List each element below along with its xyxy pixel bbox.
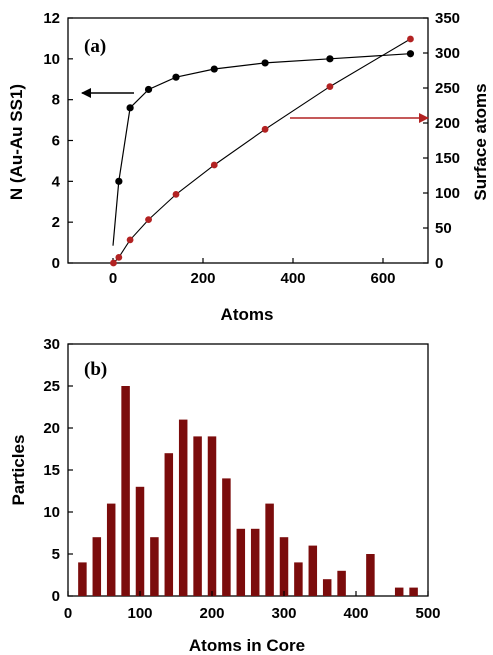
bar — [265, 504, 274, 596]
y-tick-label: 10 — [43, 504, 60, 521]
chart-b-y-label: Particles — [9, 435, 28, 506]
series-2-point — [407, 36, 414, 43]
bar — [179, 420, 188, 596]
y2-tick-label: 200 — [435, 115, 460, 132]
series-2-point — [262, 126, 269, 133]
y2-tick-label: 100 — [435, 185, 460, 202]
x-tick-label: 300 — [271, 605, 296, 622]
y-tick-label: 15 — [43, 462, 60, 479]
series-2-point — [127, 237, 134, 244]
chart-a: 0 2 4 6 8 10 12 0 50 100 150 200 250 300 350 0 200 400 6… — [7, 10, 490, 324]
bar — [294, 562, 303, 596]
chart-b-panel-label: (b) — [84, 359, 107, 380]
series-1-point — [127, 104, 134, 111]
y-tick-label: 30 — [43, 336, 60, 353]
series-1-point — [262, 59, 269, 66]
series-2-point — [115, 254, 122, 261]
x-tick-label: 200 — [190, 270, 215, 287]
bar — [222, 478, 231, 596]
series-1-line — [113, 54, 410, 246]
chart-b: 0 5 10 15 20 25 30 0 100 200 300 400 500 (b) Atoms … — [9, 336, 441, 655]
bar — [237, 529, 246, 596]
series-2-point — [211, 162, 218, 169]
bar — [337, 571, 346, 596]
bar — [208, 436, 217, 596]
series-1-point — [172, 74, 179, 81]
y-tick-label: 2 — [52, 214, 60, 231]
x-tick-label: 600 — [370, 270, 395, 287]
x-tick-label: 500 — [415, 605, 440, 622]
bar — [251, 529, 260, 596]
series-1-point — [407, 50, 414, 57]
series-1-point — [145, 86, 152, 93]
y-tick-label: 6 — [52, 133, 60, 150]
y-tick-label: 5 — [52, 546, 60, 563]
chart-a-fit-lines — [113, 39, 410, 263]
bar — [150, 537, 159, 596]
y-tick-label: 8 — [52, 92, 60, 109]
series-2-point — [173, 191, 180, 198]
chart-a-y2-label: Surface atoms — [471, 83, 490, 200]
chart-a-points — [110, 36, 414, 267]
y-tick-label: 0 — [52, 255, 60, 272]
bar — [121, 386, 130, 596]
bar — [78, 562, 87, 596]
bar — [309, 546, 318, 596]
series-2-point — [110, 260, 117, 267]
y-tick-label: 20 — [43, 420, 60, 437]
x-tick-label: 0 — [64, 605, 72, 622]
y-tick-label: 0 — [52, 588, 60, 605]
bar — [280, 537, 289, 596]
bar — [107, 504, 116, 596]
y-tick-label: 12 — [43, 10, 60, 27]
series-2-line — [114, 39, 411, 263]
y2-tick-label: 300 — [435, 45, 460, 62]
bar — [409, 588, 418, 596]
x-tick-label: 200 — [199, 605, 224, 622]
bar — [193, 436, 202, 596]
y-tick-label: 10 — [43, 51, 60, 68]
series-1-point — [211, 65, 218, 72]
y2-tick-label: 50 — [435, 220, 452, 237]
y2-tick-label: 350 — [435, 10, 460, 27]
series-1-point — [115, 178, 122, 185]
series-1-point — [326, 55, 333, 62]
bar — [395, 588, 404, 596]
chart-b-x-label: Atoms in Core — [189, 636, 305, 655]
chart-a-x-label: Atoms — [221, 305, 274, 324]
bar — [165, 453, 174, 596]
x-tick-label: 0 — [109, 270, 117, 287]
x-tick-label: 100 — [127, 605, 152, 622]
chart-a-y-label: N (Au-Au SS1) — [7, 84, 26, 200]
y2-tick-label: 250 — [435, 80, 460, 97]
chart-b-bars — [78, 386, 418, 596]
series-2-point — [145, 216, 152, 223]
chart-a-plot-area — [68, 18, 428, 263]
y2-tick-label: 0 — [435, 255, 443, 272]
bar — [366, 554, 375, 596]
y-tick-label: 4 — [52, 173, 61, 190]
series-2-point — [327, 83, 334, 90]
chart-a-panel-label: (a) — [84, 36, 106, 57]
y2-tick-label: 150 — [435, 150, 460, 167]
bar — [323, 579, 332, 596]
bar — [136, 487, 145, 596]
bar — [93, 537, 102, 596]
x-tick-label: 400 — [343, 605, 368, 622]
x-tick-label: 400 — [280, 270, 305, 287]
y-tick-label: 25 — [43, 378, 60, 395]
